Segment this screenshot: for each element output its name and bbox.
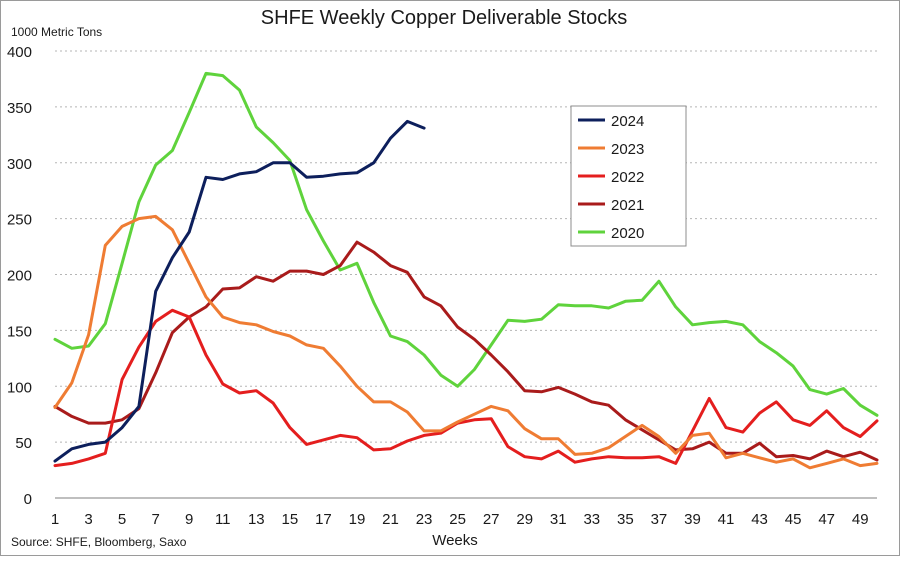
y-axis-unit-label: 1000 Metric Tons <box>11 25 102 39</box>
x-tick-label: 21 <box>382 511 399 528</box>
series-line-2020 <box>53 71 879 417</box>
x-tick-label: 49 <box>852 511 869 528</box>
source-note: Source: SHFE, Bloomberg, Saxo <box>11 535 187 549</box>
x-tick-label: 39 <box>684 511 701 528</box>
x-axis-ticks: 1 3 5 7 9 11 13 15 17 19 21 23 25 27 29 31 33 35 37 39 41 43 4… <box>51 511 869 528</box>
x-tick-label: 47 <box>818 511 835 528</box>
legend-label-2023: 2023 <box>611 141 644 158</box>
x-tick-label: 1 <box>51 511 59 528</box>
chart-title: SHFE Weekly Copper Deliverable Stocks <box>261 7 627 29</box>
x-tick-label: 35 <box>617 511 634 528</box>
x-tick-label: 33 <box>583 511 600 528</box>
legend-label-2022: 2022 <box>611 169 644 186</box>
series-line-2023 <box>53 214 879 470</box>
x-tick-label: 41 <box>718 511 735 528</box>
x-tick-label: 7 <box>151 511 159 528</box>
x-tick-label: 17 <box>315 511 332 528</box>
y-tick-label: 150 <box>7 323 32 340</box>
series-lines <box>53 71 879 470</box>
series-line-2022 <box>53 308 879 468</box>
legend: 2024 2023 2022 2021 2020 <box>570 105 687 247</box>
x-tick-label: 25 <box>449 511 466 528</box>
x-tick-label: 9 <box>185 511 193 528</box>
x-tick-label: 3 <box>84 511 92 528</box>
y-tick-label: 100 <box>7 379 32 396</box>
x-tick-label: 31 <box>550 511 567 528</box>
gridlines <box>55 50 877 499</box>
y-tick-label: 350 <box>7 100 32 117</box>
series-line-2024 <box>53 119 426 463</box>
y-tick-label: 250 <box>7 212 32 229</box>
y-tick-label: 400 <box>7 44 32 61</box>
x-tick-label: 19 <box>349 511 366 528</box>
y-tick-label: 200 <box>7 268 32 285</box>
x-tick-label: 15 <box>282 511 299 528</box>
x-tick-label: 27 <box>483 511 500 528</box>
legend-label-2020: 2020 <box>611 225 644 242</box>
x-tick-label: 13 <box>248 511 265 528</box>
x-tick-label: 43 <box>751 511 768 528</box>
x-axis-label: Weeks <box>432 532 478 549</box>
x-tick-label: 23 <box>416 511 433 528</box>
x-tick-label: 11 <box>215 511 231 528</box>
y-tick-label: 0 <box>24 491 32 508</box>
x-tick-label: 29 <box>516 511 533 528</box>
legend-label-2021: 2021 <box>611 197 644 214</box>
y-axis-ticks: 0 50 100 150 200 250 300 350 400 <box>7 44 32 508</box>
y-tick-label: 300 <box>7 156 32 173</box>
x-tick-label: 5 <box>118 511 126 528</box>
x-tick-label: 37 <box>651 511 668 528</box>
y-tick-label: 50 <box>15 435 32 452</box>
legend-label-2024: 2024 <box>611 113 644 130</box>
x-tick-label: 45 <box>785 511 802 528</box>
